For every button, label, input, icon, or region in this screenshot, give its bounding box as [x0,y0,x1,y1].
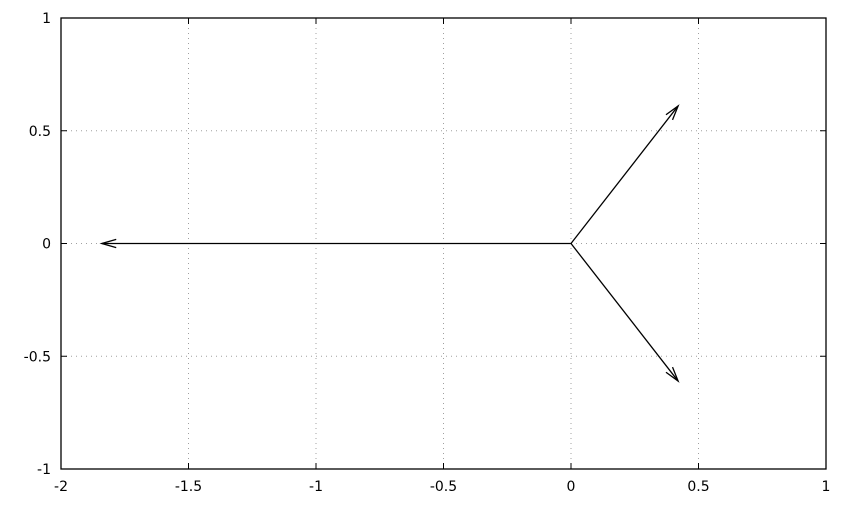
y-tick-label: -0.5 [24,349,51,365]
x-tick-label: 0.5 [687,479,709,495]
x-tick-label: -0.5 [430,479,457,495]
arrowhead-icon [99,238,117,249]
plot-border [60,17,827,470]
y-tick-label: 0 [42,237,51,253]
arrowhead-icon [665,366,680,383]
x-tick-label: -1 [309,479,323,495]
y-tick-label: 0.5 [29,124,51,140]
y-tick-label: 1 [42,11,51,27]
x-tick-label: 0 [567,479,576,495]
x-tick-label: -2 [54,479,68,495]
arrowhead-icon [665,104,680,121]
vector-line [570,243,679,382]
y-tick-label: -1 [37,462,51,478]
x-tick-label: -1.5 [175,479,202,495]
vector-line [570,105,679,244]
x-tick-label: 1 [822,479,831,495]
